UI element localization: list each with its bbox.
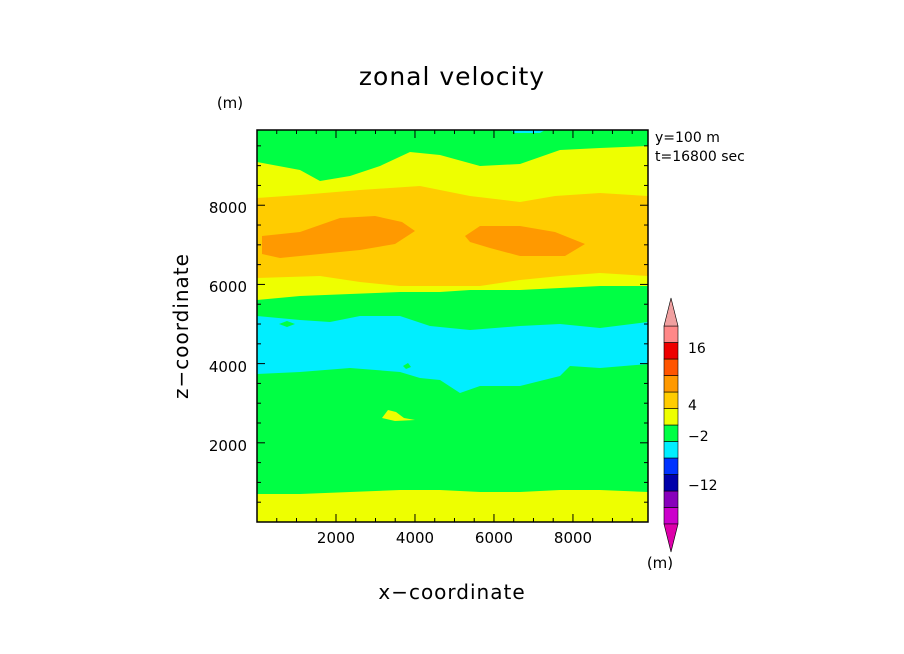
colorbar-swatch — [663, 490, 679, 508]
annotation-y: y=100 m — [655, 130, 720, 146]
contour-field — [257, 130, 648, 522]
colorbar-label-16: 16 — [688, 341, 706, 357]
plot-frame — [256, 129, 649, 523]
y-axis-label: z−coordinate — [169, 253, 193, 399]
colorbar-swatch — [663, 342, 679, 360]
y-tick-label-4000: 4000 — [209, 358, 247, 376]
colorbar-swatch — [663, 474, 679, 492]
colorbar-swatch — [663, 391, 679, 409]
x-tick-label-8000: 8000 — [554, 529, 592, 547]
colorbar — [663, 297, 679, 553]
colorbar-swatch — [663, 441, 679, 459]
y-unit-label: (m) — [217, 94, 243, 112]
region-small-green-left — [279, 321, 295, 327]
region-light-orange-band — [257, 186, 648, 286]
y-tick-label-2000: 2000 — [209, 437, 247, 455]
region-orange-cell-west — [262, 216, 415, 258]
colorbar-swatch — [663, 507, 679, 525]
colorbar-swatch — [663, 457, 679, 475]
axis-ticks — [257, 130, 648, 522]
x-axis-label: x−coordinate — [378, 580, 525, 604]
region-small-yellow-blob — [382, 410, 415, 421]
colorbar-label-4: 4 — [688, 398, 697, 414]
region-small-green-dot — [403, 363, 411, 369]
colorbar-swatch — [663, 358, 679, 376]
colorbar-swatch — [663, 375, 679, 393]
region-bottom-yellow — [257, 490, 648, 522]
y-tick-label-6000: 6000 — [209, 278, 247, 296]
annotation-t: t=16800 sec — [655, 149, 745, 165]
colorbar-extend-high — [663, 297, 679, 327]
region-cyan-band — [257, 316, 648, 393]
colorbar-label-minus12: −12 — [688, 478, 718, 494]
x-tick-label-4000: 4000 — [396, 529, 434, 547]
x-tick-label-2000: 2000 — [317, 529, 355, 547]
y-tick-label-8000: 8000 — [209, 199, 247, 217]
chart-title: zonal velocity — [359, 62, 545, 91]
colorbar-swatch — [663, 325, 679, 343]
colorbar-extend-low — [663, 523, 679, 553]
colorbar-label-minus2: −2 — [688, 429, 709, 445]
colorbar-unit: (m) — [647, 554, 673, 572]
region-orange-cell-east — [465, 226, 585, 256]
x-tick-label-6000: 6000 — [475, 529, 513, 547]
colorbar-swatch — [663, 408, 679, 426]
colorbar-swatch — [663, 424, 679, 442]
